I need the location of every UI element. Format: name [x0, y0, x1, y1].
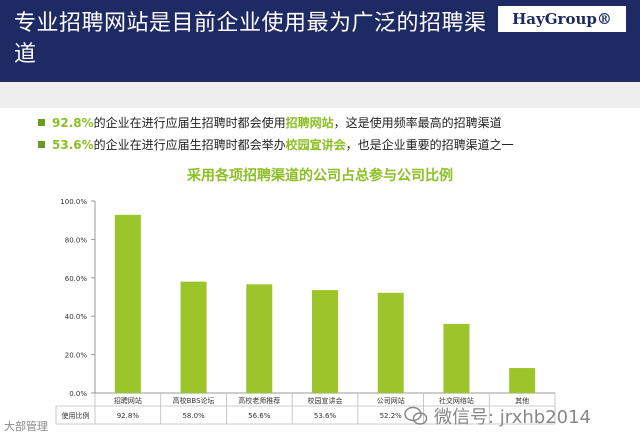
- watermark-right: 微信号: jrxhb2014: [404, 403, 591, 429]
- bar: [443, 323, 470, 393]
- bar: [246, 284, 273, 393]
- bullet-list: 92.8%的企业在进行应届生招聘时都会使用招聘网站，这是使用频率最高的招聘渠道 …: [38, 112, 628, 156]
- chart-title: 采用各项招聘渠道的公司占总参与公司比例: [187, 168, 453, 184]
- x-tick-label: 校园宣讲会: [308, 396, 343, 405]
- bullet-text: ，也是企业重要的招聘渠道之一: [345, 138, 514, 152]
- bullet-percent: 53.6%: [52, 138, 94, 152]
- bullet-item: 92.8%的企业在进行应届生招聘时都会使用招聘网站，这是使用频率最高的招聘渠道: [38, 112, 628, 134]
- bullet-item: 53.6%的企业在进行应届生招聘时都会举办校园宣讲会，也是企业重要的招聘渠道之一: [38, 134, 628, 156]
- logo-text: HayGroup®: [512, 10, 612, 28]
- bullet-highlight: 招聘网站: [285, 116, 334, 130]
- haygroup-logo: HayGroup®: [498, 6, 626, 32]
- table-row-label: 使用比例: [62, 411, 90, 420]
- x-tick-label: 其他: [515, 396, 529, 405]
- bar: [312, 290, 338, 393]
- bullet-text: ，这是使用频率最高的招聘渠道: [333, 116, 502, 130]
- y-tick-label: 100.0%: [60, 198, 87, 206]
- table-cell-value: 92.8%: [117, 412, 140, 420]
- bullet-percent: 92.8%: [52, 116, 94, 130]
- x-tick-label: 招聘网站: [114, 396, 142, 405]
- bullet-square-icon: [38, 141, 45, 148]
- header-band: [0, 82, 640, 108]
- watermark-text: 微信号: jrxhb2014: [434, 407, 591, 428]
- watermark-left: 大部管理: [4, 420, 48, 433]
- y-tick-label: 80.0%: [65, 236, 88, 244]
- table-cell-value: 58.0%: [182, 412, 205, 420]
- x-tick-label: 高校老师推荐: [238, 396, 280, 405]
- header-bar: 专业招聘网站是目前企业使用最为广泛的招聘渠道 HayGroup®: [0, 0, 640, 82]
- bar: [114, 214, 141, 393]
- table-cell-value: 52.2%: [380, 412, 403, 420]
- y-tick-label: 60.0%: [65, 275, 88, 283]
- bullet-highlight: 校园宣讲会: [285, 138, 346, 152]
- x-tick-label: 高校BBS论坛: [173, 396, 215, 405]
- y-tick-label: 20.0%: [65, 352, 88, 360]
- table-cell-value: 53.6%: [314, 412, 337, 420]
- bullet-square-icon: [38, 119, 45, 126]
- y-tick-label: 40.0%: [65, 313, 88, 321]
- table-cell-value: 56.6%: [248, 412, 271, 420]
- wechat-icon: [404, 406, 428, 425]
- bar: [377, 292, 404, 393]
- bar: [180, 281, 207, 393]
- bar: [509, 368, 536, 393]
- x-tick-label: 公司网站: [377, 396, 405, 405]
- bullet-text: 的企业在进行应届生招聘时都会举办: [93, 138, 286, 152]
- y-tick-label: 0.0%: [69, 390, 87, 398]
- page-title: 专业招聘网站是目前企业使用最为广泛的招聘渠道: [14, 11, 487, 67]
- x-tick-label: 社交网络站: [439, 396, 474, 405]
- bullet-text: 的企业在进行应届生招聘时都会使用: [93, 116, 286, 130]
